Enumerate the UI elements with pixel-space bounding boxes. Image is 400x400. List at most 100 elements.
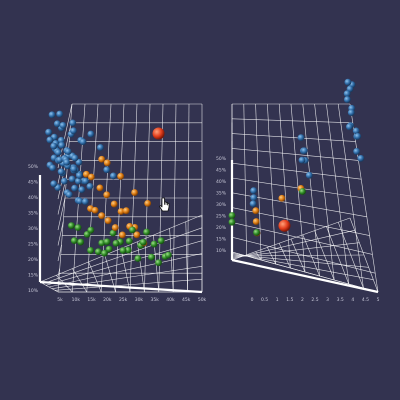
data-point-blue[interactable] (48, 111, 56, 119)
data-point-green[interactable] (124, 246, 132, 254)
data-point-blue[interactable] (46, 136, 54, 144)
data-point-orange[interactable] (91, 206, 99, 214)
data-point-blue[interactable] (249, 200, 257, 208)
data-point-blue[interactable] (103, 166, 111, 174)
chart-panel-1[interactable]: 50% 45% 40% 35% 30% 25% 20% 15% 10% 5k 10k 15k 20k 25… (28, 103, 207, 303)
data-point-orange[interactable] (119, 231, 126, 239)
data-point-orange[interactable] (131, 189, 138, 196)
data-point-orange[interactable] (117, 208, 125, 215)
data-point-blue[interactable] (69, 119, 77, 127)
data-point-highlight[interactable] (152, 127, 165, 140)
data-point-green[interactable] (103, 238, 111, 246)
data-point-orange[interactable] (117, 172, 125, 180)
data-point-blue[interactable] (78, 186, 86, 194)
data-point-orange[interactable] (111, 224, 119, 231)
data-point-blue[interactable] (357, 154, 365, 162)
data-point-orange[interactable] (82, 170, 90, 178)
data-point-green[interactable] (105, 245, 113, 253)
data-point-orange[interactable] (103, 191, 111, 199)
data-point-blue[interactable] (82, 177, 89, 185)
points[interactable] (228, 78, 365, 237)
data-point-green[interactable] (134, 255, 142, 262)
data-point-blue[interactable] (50, 142, 58, 150)
data-point-green[interactable] (112, 239, 120, 247)
data-point-green[interactable] (299, 188, 306, 195)
data-point-orange[interactable] (252, 207, 260, 215)
data-point-orange[interactable] (104, 217, 112, 225)
data-point-blue[interactable] (68, 175, 76, 183)
data-point-blue[interactable] (57, 136, 65, 144)
data-point-blue[interactable] (79, 138, 87, 146)
data-point-blue[interactable] (353, 148, 361, 155)
data-point-orange[interactable] (98, 155, 106, 163)
data-point-blue[interactable] (65, 191, 73, 199)
data-point-blue[interactable] (60, 177, 68, 185)
data-point-green[interactable] (87, 247, 94, 254)
data-point-blue[interactable] (305, 171, 313, 179)
data-point-green[interactable] (228, 212, 236, 219)
data-point-blue[interactable] (70, 165, 78, 173)
data-point-blue[interactable] (75, 158, 83, 166)
data-point-green[interactable] (101, 249, 108, 257)
data-point-orange[interactable] (144, 199, 152, 207)
data-point-blue[interactable] (53, 120, 61, 128)
data-point-green[interactable] (68, 222, 75, 230)
data-point-green[interactable] (109, 229, 117, 237)
chart-panel-2[interactable]: 50% 45% 40% 35% 30% 25% 20% 15% 10% 0 0.5 1 1.5 2 2.5 3… (216, 78, 380, 303)
points[interactable] (45, 110, 172, 267)
data-point-blue[interactable] (75, 172, 83, 179)
data-point-blue[interactable] (54, 149, 62, 156)
data-point-green[interactable] (253, 229, 260, 236)
data-point-blue[interactable] (45, 128, 53, 136)
data-point-green[interactable] (143, 228, 151, 236)
data-point-green[interactable] (148, 253, 155, 261)
data-point-blue[interactable] (49, 164, 57, 172)
data-point-blue[interactable] (86, 183, 94, 190)
data-point-blue[interactable] (347, 109, 355, 117)
data-point-green[interactable] (165, 251, 172, 259)
data-point-highlight[interactable] (278, 219, 291, 232)
data-point-orange[interactable] (87, 173, 95, 181)
data-point-green[interactable] (129, 226, 136, 234)
data-point-green[interactable] (125, 237, 133, 245)
data-point-orange[interactable] (96, 184, 104, 192)
data-point-blue[interactable] (250, 187, 258, 195)
data-point-blue[interactable] (64, 148, 72, 155)
data-point-green[interactable] (74, 224, 82, 232)
data-point-blue[interactable] (59, 121, 67, 129)
data-point-green[interactable] (150, 240, 158, 248)
data-point-green[interactable] (228, 218, 236, 226)
data-point-blue[interactable] (343, 96, 351, 103)
data-point-green[interactable] (94, 248, 102, 256)
data-point-blue[interactable] (57, 168, 65, 176)
data-point-orange[interactable] (98, 212, 106, 220)
data-point-blue[interactable] (50, 180, 58, 188)
data-point-blue[interactable] (345, 123, 353, 131)
data-point-blue[interactable] (81, 198, 89, 205)
data-point-green[interactable] (119, 247, 127, 254)
data-point-orange[interactable] (122, 207, 130, 215)
data-point-blue[interactable] (75, 177, 82, 185)
data-point-blue[interactable] (63, 158, 71, 166)
data-point-orange[interactable] (133, 231, 141, 239)
data-point-green[interactable] (70, 237, 78, 245)
data-point-green[interactable] (157, 237, 165, 245)
data-point-green[interactable] (139, 238, 147, 246)
data-point-blue[interactable] (87, 130, 95, 138)
data-point-blue[interactable] (298, 156, 306, 164)
data-point-blue[interactable] (250, 194, 258, 202)
data-point-blue[interactable] (297, 134, 305, 142)
data-point-blue[interactable] (71, 184, 79, 192)
data-point-blue[interactable] (71, 154, 79, 162)
data-point-blue[interactable] (343, 90, 351, 98)
data-point-blue[interactable] (109, 172, 117, 180)
data-point-blue[interactable] (56, 110, 64, 118)
data-point-blue[interactable] (352, 127, 360, 135)
data-point-orange[interactable] (252, 218, 260, 225)
data-point-green[interactable] (77, 238, 85, 246)
data-point-blue[interactable] (344, 78, 352, 86)
data-point-green[interactable] (98, 239, 106, 247)
data-point-blue[interactable] (76, 197, 84, 205)
